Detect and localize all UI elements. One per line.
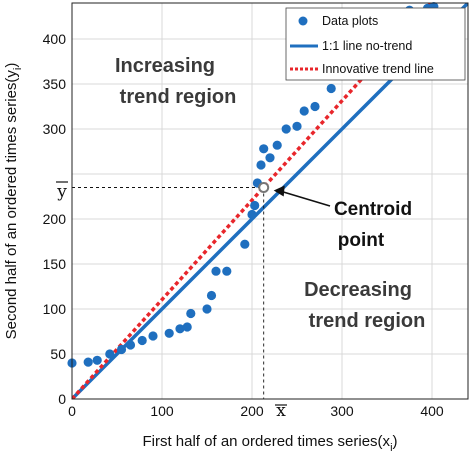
centroid-label-line2: point xyxy=(338,230,385,251)
increasing-region-label-line1: Increasing xyxy=(115,55,215,77)
y-tick-label: 0 xyxy=(58,391,66,407)
x-tick-label: 400 xyxy=(420,403,444,419)
data-point xyxy=(272,140,282,150)
y-tick-label: 400 xyxy=(43,31,67,47)
data-point xyxy=(175,324,185,334)
decreasing-region-label-line2: trend region xyxy=(309,310,426,332)
x-axis-label: First half of an ordered times series(xi… xyxy=(142,433,397,454)
x-tick-label: 0 xyxy=(68,403,76,419)
data-point xyxy=(310,101,320,112)
data-point xyxy=(92,355,102,365)
decreasing-region-label-line1: Decreasing xyxy=(304,279,412,301)
data-point xyxy=(256,160,266,170)
legend-marker-data-plots xyxy=(298,16,308,26)
data-point xyxy=(105,349,115,359)
y-axis-label: Second half of an ordered times series(y… xyxy=(3,63,24,340)
legend-label-data-plots: Data plots xyxy=(322,14,378,28)
legend-label-trend-line: Innovative trend line xyxy=(322,62,434,76)
data-point xyxy=(292,121,302,131)
data-point xyxy=(164,328,174,338)
centroid-guides xyxy=(72,182,270,399)
data-point xyxy=(250,200,260,211)
y-mean-label: y xyxy=(56,182,67,202)
plot-frame xyxy=(71,2,469,400)
data-point xyxy=(186,308,196,319)
y-tick-label: 200 xyxy=(43,211,67,227)
legend-label-1-1-line: 1:1 line no-trend xyxy=(322,39,412,53)
y-tick-label: 50 xyxy=(50,346,66,362)
data-point xyxy=(265,153,275,163)
centroid-arrow-head xyxy=(273,185,285,197)
x-mean-label: x xyxy=(276,401,286,421)
legend: Data plots 1:1 line no-trend Innovative … xyxy=(285,7,466,81)
data-point xyxy=(240,239,250,249)
y-tick-label: 100 xyxy=(43,301,67,317)
data-point xyxy=(148,331,158,341)
centroid-arrow-shaft xyxy=(281,190,331,207)
x-tick-label: 100 xyxy=(150,403,174,419)
increasing-region-label-line2: trend region xyxy=(120,86,237,108)
data-point xyxy=(222,266,232,276)
data-point xyxy=(125,340,136,350)
centroid-label-line1: Centroid xyxy=(334,199,412,220)
data-point xyxy=(326,83,336,94)
x-tick-labels: 0 100 200 300 400 xyxy=(68,403,444,419)
centroid-marker xyxy=(258,182,270,193)
data-point xyxy=(299,106,309,116)
y-tick-label: 350 xyxy=(43,76,67,92)
data-point xyxy=(137,335,147,346)
y-tick-label: 150 xyxy=(43,256,67,272)
data-point xyxy=(83,357,93,367)
data-point xyxy=(247,209,257,220)
centroid-arrow xyxy=(273,185,331,207)
data-point xyxy=(182,322,192,332)
data-point xyxy=(211,266,221,276)
x-tick-label: 200 xyxy=(240,403,264,419)
data-point xyxy=(281,124,291,134)
data-point xyxy=(116,344,127,355)
x-tick-label: 300 xyxy=(330,403,354,419)
data-point xyxy=(206,290,217,301)
data-point xyxy=(259,144,269,154)
y-tick-labels: 0 50 100 150 200 300 350 400 xyxy=(43,31,67,407)
y-tick-label: 300 xyxy=(43,121,67,137)
data-point xyxy=(202,304,212,314)
